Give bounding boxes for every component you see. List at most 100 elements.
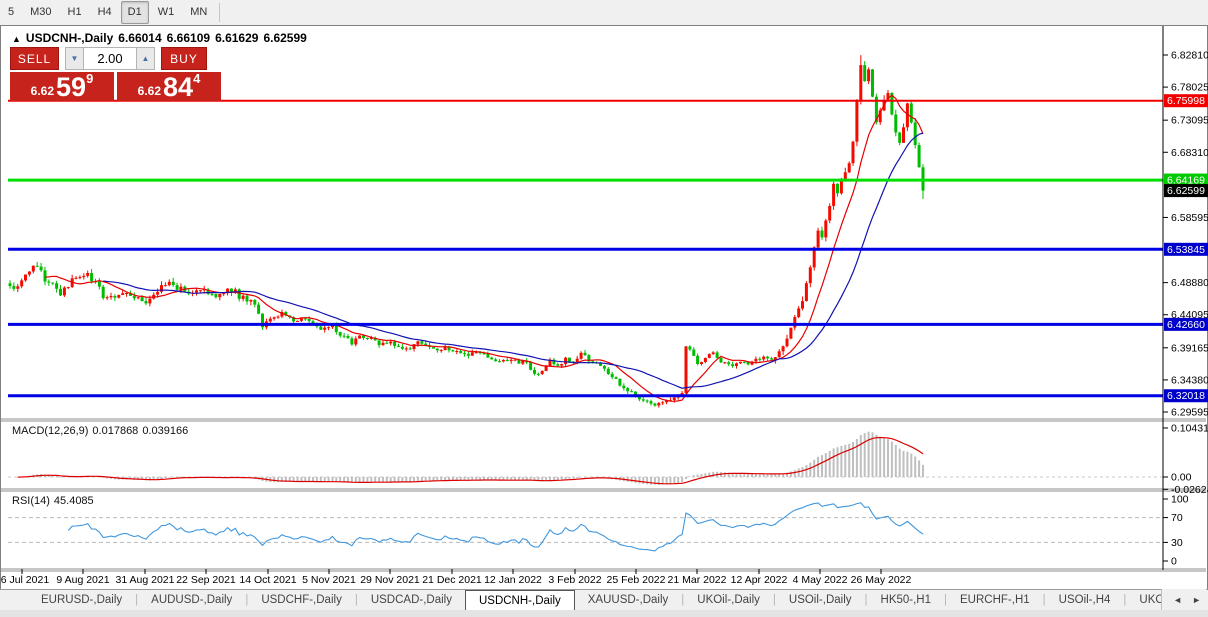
timeframe-button-d1[interactable]: D1 xyxy=(120,1,149,24)
date-label: 22 Sep 2021 xyxy=(176,574,236,586)
tab-usoil-h4[interactable]: USOil-,H4 xyxy=(1058,594,1111,606)
macd-axis-tick: 0.00 xyxy=(1171,472,1192,484)
price-tick: 6.39165 xyxy=(1171,342,1208,354)
timeframe-button-mn[interactable]: MN xyxy=(190,6,208,18)
date-label: 21 Dec 2021 xyxy=(422,574,482,586)
date-label: 9 Aug 2021 xyxy=(56,574,109,586)
sell-price-small: 6.62 xyxy=(30,84,55,98)
tab-scroll-buttons: ◄ ► xyxy=(1161,589,1206,610)
buy-price-big: 84 xyxy=(163,72,194,102)
date-label: 4 May 2022 xyxy=(793,574,848,586)
tab-separator: | xyxy=(354,594,358,606)
quantity-increase-button[interactable]: ▲ xyxy=(136,47,155,70)
date-label: 14 Oct 2021 xyxy=(239,574,296,586)
ohlc-high: 6.66109 xyxy=(166,31,211,45)
price-badge-6.75998: 6.75998 xyxy=(1167,95,1205,107)
price-tick: 6.48880 xyxy=(1171,277,1208,289)
date-label: 3 Feb 2022 xyxy=(548,574,601,586)
date-label: 25 Feb 2022 xyxy=(607,574,666,586)
date-label: 21 Mar 2022 xyxy=(668,574,727,586)
price-badge-6.53845: 6.53845 xyxy=(1167,244,1205,256)
collapse-icon[interactable]: ▲ xyxy=(12,34,21,44)
macd-axis-tick: 0.104313 xyxy=(1171,422,1208,434)
toolbar-separator xyxy=(219,3,221,22)
macd-value-signal: 0.039166 xyxy=(142,425,189,437)
rsi-line xyxy=(67,502,924,552)
price-tick: 6.34380 xyxy=(1171,374,1208,386)
moving-averages xyxy=(44,94,924,402)
macd-histogram xyxy=(16,431,924,485)
tab-separator: | xyxy=(245,594,249,606)
buy-button[interactable]: BUY xyxy=(161,47,207,70)
rsi-axis-tick: 0 xyxy=(1171,556,1177,568)
tab-scroll-right-icon[interactable]: ► xyxy=(1192,594,1201,605)
macd-indicator-label: MACD(12,26,9) 0.017868 0.039166 xyxy=(12,425,192,437)
date-label: 29 Nov 2021 xyxy=(360,574,420,586)
price-tick: 6.29595 xyxy=(1171,407,1208,419)
buy-price-sup: 4 xyxy=(193,71,201,86)
date-axis: 16 Jul 2021 9 Aug 2021 31 Aug 2021 22 Sep 2… xyxy=(0,569,912,586)
tab-ukoil-daily[interactable]: UKOil-,Daily xyxy=(697,594,760,606)
symbol-header: ▲ USDCNH-,Daily 6.66014 6.66109 6.61629 6.625… xyxy=(12,31,312,45)
date-label: 31 Aug 2021 xyxy=(116,574,175,586)
sell-price-big: 59 xyxy=(56,72,87,102)
one-click-trade-panel: SELL ▼ ▲ BUY 6.62 59 9 6.62 84 4 xyxy=(10,47,224,101)
status-strip xyxy=(0,610,1208,617)
price-tick: 6.58595 xyxy=(1171,212,1208,224)
price-badge-6.64169: 6.64169 xyxy=(1167,175,1205,187)
date-label: 26 May 2022 xyxy=(851,574,912,586)
rsi-axis-tick: 70 xyxy=(1171,512,1183,524)
buy-price-small: 6.62 xyxy=(137,84,162,98)
tab-usoil-daily[interactable]: USOil-,Daily xyxy=(788,594,852,606)
chart-background xyxy=(1,26,1206,587)
timeframe-button-5[interactable]: 5 xyxy=(8,6,15,18)
rsi-axis-tick: 30 xyxy=(1171,537,1183,549)
price-badge-6.62599: 6.62599 xyxy=(1167,185,1205,197)
quantity-decrease-button[interactable]: ▼ xyxy=(65,47,84,70)
quantity-input[interactable] xyxy=(84,47,136,70)
tab-hk50-h1[interactable]: HK50-,H1 xyxy=(880,594,932,606)
symbol-tab-bar: EURUSD-,Daily | AUDUSD-,Daily | USDCHF-,Dail… xyxy=(0,589,1208,610)
rsi-indicator-label: RSI(14) 45.4085 xyxy=(12,495,98,507)
tab-usdcad-daily[interactable]: USDCAD-,Daily xyxy=(370,594,452,606)
tab-separator: | xyxy=(772,594,776,606)
timeframe-button-m30[interactable]: M30 xyxy=(30,6,52,18)
tab-eurusd-daily[interactable]: EURUSD-,Daily xyxy=(41,594,123,606)
price-tick: 6.68310 xyxy=(1171,147,1208,159)
tab-usdcnh-daily[interactable]: USDCNH-,Daily xyxy=(464,590,575,610)
symbol-title: USDCNH-,Daily xyxy=(25,31,114,45)
price-tick: 6.78025 xyxy=(1171,82,1208,94)
price-tick: 6.73095 xyxy=(1171,115,1208,127)
timeframe-button-h4[interactable]: H4 xyxy=(97,6,112,18)
price-badge-6.32018: 6.32018 xyxy=(1167,390,1205,402)
date-label: 12 Apr 2022 xyxy=(731,574,788,586)
buy-price-display[interactable]: 6.62 84 4 xyxy=(117,72,221,101)
timeframe-toolbar: 5 M30 H1 H4 D1 W1 MN xyxy=(0,0,1208,26)
macd-name: MACD(12,26,9) xyxy=(12,425,89,437)
tab-scroll-left-icon[interactable]: ◄ xyxy=(1173,594,1183,605)
slow-ma-line xyxy=(103,132,924,389)
price-axis: 6.82810 6.78025 6.73095 6.68310 6.58595 6.488… xyxy=(1163,50,1208,568)
tab-usdchf-daily[interactable]: USDCHF-,Daily xyxy=(261,594,342,606)
tab-separator: | xyxy=(1042,594,1046,606)
rsi-level-lines xyxy=(8,517,1163,543)
rsi-axis-tick: 100 xyxy=(1171,494,1189,506)
tab-xauusd-daily[interactable]: XAUUSD-,Daily xyxy=(587,594,669,606)
tab-separator: | xyxy=(944,594,948,606)
date-label: 12 Jan 2022 xyxy=(484,574,542,586)
sell-price-display[interactable]: 6.62 59 9 xyxy=(10,72,114,101)
timeframe-button-h1[interactable]: H1 xyxy=(67,6,82,18)
macd-value-main: 0.017868 xyxy=(92,425,139,437)
date-label: 16 Jul 2021 xyxy=(0,574,49,586)
timeframe-button-w1[interactable]: W1 xyxy=(157,6,175,18)
ohlc-low: 6.61629 xyxy=(215,31,259,45)
price-badge-6.42660: 6.42660 xyxy=(1167,319,1205,331)
sell-button[interactable]: SELL xyxy=(10,47,59,70)
sell-price-sup: 9 xyxy=(86,71,94,86)
ohlc-open: 6.66014 xyxy=(118,31,162,45)
chart-canvas[interactable]: 6.82810 6.78025 6.73095 6.68310 6.58595 6.488… xyxy=(0,25,1208,588)
tab-audusd-daily[interactable]: AUDUSD-,Daily xyxy=(151,594,233,606)
tab-eurchf-h1[interactable]: EURCHF-,H1 xyxy=(960,594,1030,606)
